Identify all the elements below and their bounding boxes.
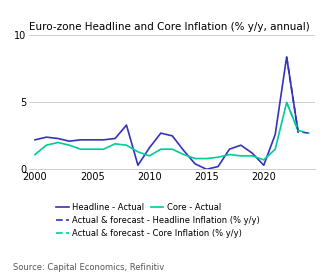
Legend: Actual & forecast - Headline Inflation (% y/y), Actual & forecast - Core Inflati: Actual & forecast - Headline Inflation (… [56, 216, 260, 238]
Text: Source: Capital Economics, Refinitiv: Source: Capital Economics, Refinitiv [13, 263, 164, 272]
Text: Euro-zone Headline and Core Inflation (% y/y, annual): Euro-zone Headline and Core Inflation (%… [29, 22, 310, 32]
